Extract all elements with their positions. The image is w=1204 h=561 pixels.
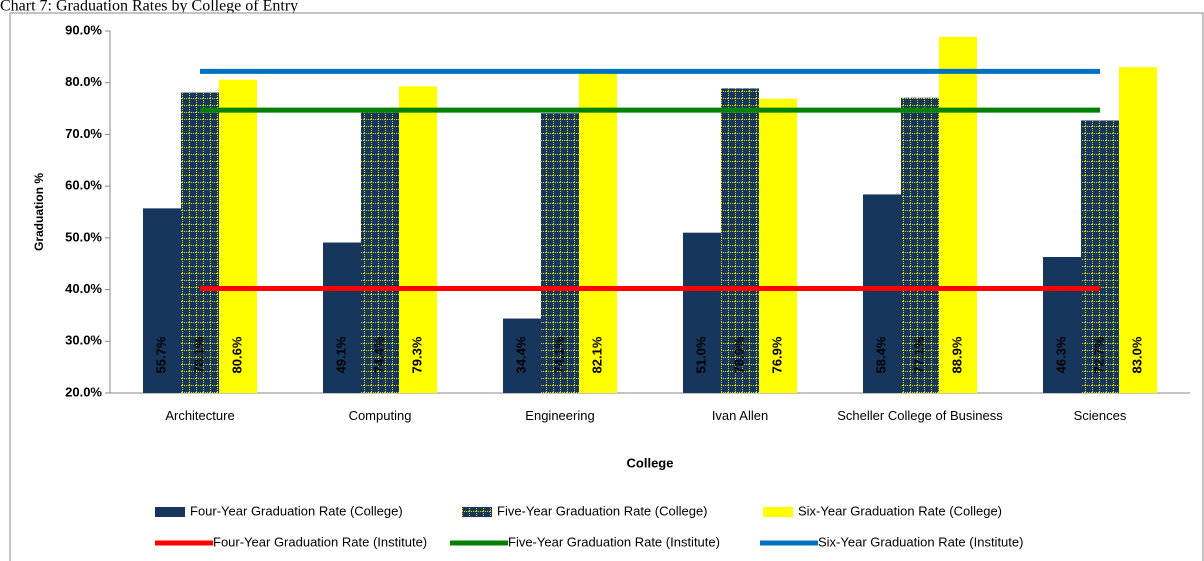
bar	[683, 232, 721, 393]
data-label: 78.9%	[731, 336, 746, 373]
y-tick-label: 60.0%	[65, 178, 102, 193]
bar	[181, 92, 219, 393]
bar	[579, 71, 617, 394]
bar	[361, 111, 399, 393]
data-label: 82.1%	[589, 336, 604, 373]
y-tick-label: 20.0%	[65, 384, 102, 399]
x-tick-label: Architecture	[165, 408, 235, 423]
data-label: 58.4%	[873, 336, 888, 373]
legend-swatch	[155, 507, 185, 517]
bar	[721, 88, 759, 393]
data-label: 46.3%	[1053, 336, 1068, 373]
legend-label: Four-Year Graduation Rate (Institute)	[213, 534, 427, 549]
legend-label: Four-Year Graduation Rate (College)	[190, 503, 403, 518]
data-label: 76.9%	[769, 336, 784, 373]
x-tick-label: Scheller College of Business	[837, 408, 1003, 423]
data-label: 72.7%	[1091, 336, 1106, 373]
y-tick-label: 70.0%	[65, 126, 102, 141]
data-label: 55.7%	[153, 336, 168, 373]
legend-label: Five-Year Graduation Rate (College)	[497, 503, 708, 518]
data-label: 77.1%	[911, 336, 926, 373]
y-tick-label: 40.0%	[65, 281, 102, 296]
y-tick-label: 90.0%	[65, 22, 102, 37]
legend-label: Six-Year Graduation Rate (College)	[798, 503, 1002, 518]
data-label: 79.3%	[409, 336, 424, 373]
y-tick-label: 50.0%	[65, 229, 102, 244]
legend-label: Six-Year Graduation Rate (Institute)	[818, 534, 1023, 549]
bar	[399, 86, 437, 393]
data-label: 34.4%	[513, 336, 528, 373]
data-label: 80.6%	[229, 336, 244, 373]
data-label: 49.1%	[333, 336, 348, 373]
x-tick-label: Computing	[348, 408, 412, 423]
bar	[143, 208, 181, 393]
legend-swatch	[462, 507, 492, 517]
data-label: 78.1%	[191, 336, 206, 373]
bar	[1119, 67, 1157, 393]
bar	[939, 36, 977, 394]
x-tick-label: Ivan Allen	[711, 408, 769, 423]
data-label: 83.0%	[1129, 336, 1144, 373]
bar	[901, 97, 939, 393]
bar	[219, 79, 257, 394]
x-tick-label: Sciences	[1073, 408, 1127, 423]
legend-label: Five-Year Graduation Rate (Institute)	[508, 534, 720, 549]
data-label: 88.9%	[949, 336, 964, 373]
data-label: 74.1%	[551, 336, 566, 373]
y-tick-label: 30.0%	[65, 333, 102, 348]
legend-swatch	[763, 507, 793, 517]
y-tick-label: 80.0%	[65, 74, 102, 89]
bar	[541, 113, 579, 394]
x-tick-label: Engineering	[525, 408, 595, 423]
data-label: 51.0%	[693, 336, 708, 373]
data-label: 74.4%	[371, 336, 386, 373]
x-axis-title: College	[627, 455, 674, 470]
bar	[863, 194, 901, 393]
chart-title: Chart 7: Graduation Rates by College of …	[0, 0, 298, 15]
bar	[503, 318, 541, 393]
bar	[323, 242, 361, 393]
y-axis-title: Graduation %	[32, 173, 46, 251]
bar	[1043, 256, 1081, 393]
bar	[759, 98, 797, 393]
bar	[1081, 120, 1119, 394]
